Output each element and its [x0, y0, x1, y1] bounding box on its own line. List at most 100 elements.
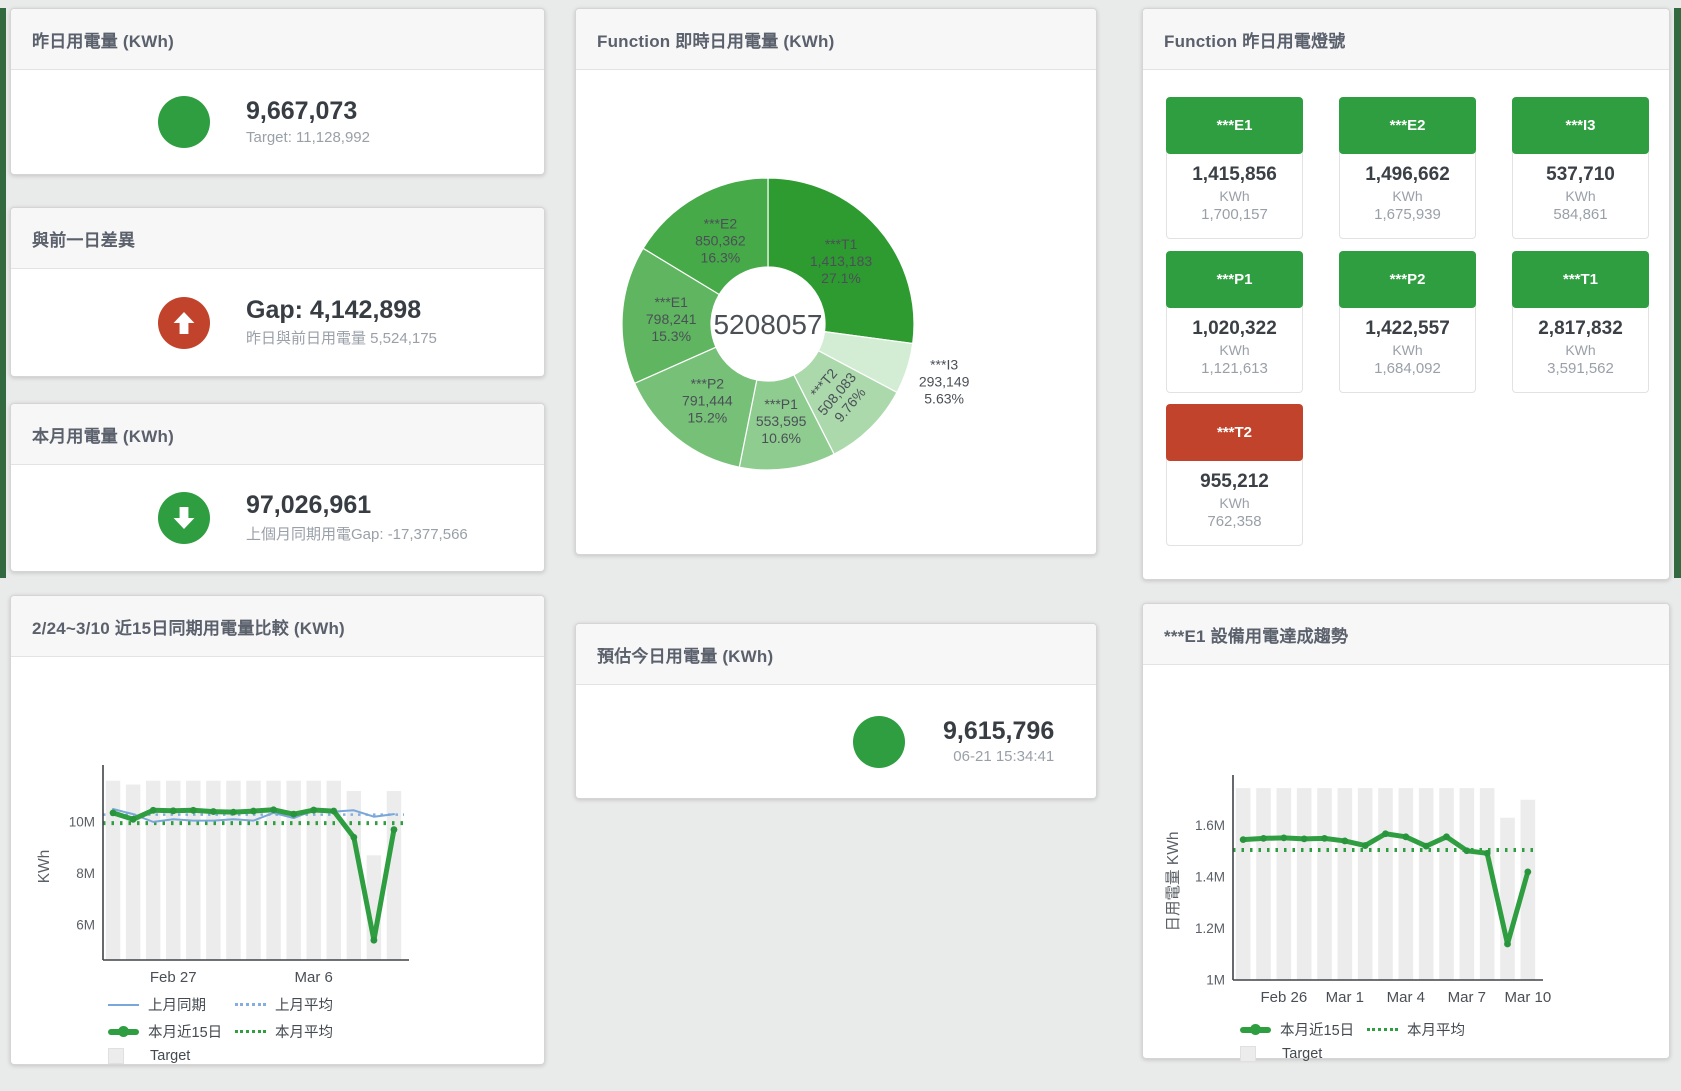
legend-item[interactable]: 本月平均 [1367, 1019, 1465, 1040]
light-target: 1,684,092 [1374, 359, 1441, 377]
status-circle-icon [158, 96, 210, 148]
series-marker [290, 810, 298, 818]
panel-title: ***E1 設備用電達成趨勢 [1143, 604, 1669, 665]
target-bar [1378, 788, 1393, 980]
series-marker [250, 807, 257, 815]
legend-swatch-line [108, 1003, 139, 1006]
series-marker [1239, 836, 1247, 844]
light-tile: ***P1 1,020,322 KWh 1,121,613 [1166, 250, 1303, 393]
target-bar [206, 780, 221, 960]
target-bar [326, 780, 341, 960]
light-tile-header: ***E2 [1339, 97, 1476, 154]
x-tick-label: Mar 7 [1448, 989, 1486, 1005]
series-marker [230, 808, 237, 816]
legend-label: 上月同期 [148, 998, 206, 1014]
target-bar [1337, 788, 1353, 980]
stat-value: Gap: 4,142,898 [246, 295, 422, 324]
light-tile: ***E1 1,415,856 KWh 1,700,157 [1166, 97, 1303, 239]
light-tile: ***I3 537,710 KWh 584,861 [1512, 97, 1649, 239]
trend-chart-legend: 本月近15日 本月平均 Target [1240, 1019, 1465, 1062]
light-tile: ***E2 1,496,662 KWh 1,675,939 [1339, 97, 1476, 239]
legend-swatch-dash [1367, 1028, 1398, 1031]
target-bar [1256, 788, 1271, 980]
target-bar [166, 780, 181, 960]
light-tile-body: 955,212 KWh 762,358 [1166, 458, 1303, 546]
legend-swatch-dash [235, 1003, 266, 1006]
y-tick-label: 1.4M [1195, 869, 1225, 884]
panel-title: Function 昨日用電燈號 [1143, 9, 1669, 70]
legend-item[interactable]: 本月近15日 [108, 1021, 235, 1042]
panel-yesterday-usage: 昨日用電量 (KWh) 9,667,073 Target: 11,128,992 [10, 8, 545, 175]
target-bar [1418, 788, 1434, 980]
legend-item[interactable]: Target [1240, 1046, 1367, 1062]
compare-chart[interactable]: 6M 8M 10M Feb 27 Mar 6 KWh [11, 657, 544, 992]
target-bar [286, 780, 301, 960]
light-tile-body: 537,710 KWh 584,861 [1512, 151, 1649, 239]
donut-segment-E1[interactable] [621, 247, 721, 385]
light-tile: ***T2 955,212 KWh 762,358 [1166, 404, 1303, 546]
donut-center-value: 5208057 [713, 309, 822, 340]
legend-label: Target [1282, 1046, 1323, 1062]
legend-swatch-bar [108, 1048, 124, 1064]
trend-chart[interactable]: 1M 1.2M 1.4M 1.6M Feb 26 Mar 1 Mar 4 Mar 7 Mar 1… [1143, 665, 1669, 1006]
series-marker [310, 806, 318, 814]
legend-label: Target [150, 1048, 191, 1064]
stat-value: 97,026,961 [246, 491, 372, 520]
x-tick-label: Mar 1 [1326, 989, 1364, 1005]
stat-value: 9,667,073 [246, 97, 358, 126]
series-marker [1443, 833, 1450, 841]
target-bar [1500, 817, 1515, 980]
x-tick-label: Mar 10 [1504, 989, 1551, 1005]
panel-month-usage: 本月用電量 (KWh) 97,026,961 上個月同期用電Gap: -17,3… [10, 403, 545, 572]
donut-label: ***E1 798,241 15.3% [646, 294, 697, 344]
light-target: 762,358 [1207, 513, 1262, 530]
series-marker [1524, 868, 1532, 876]
legend-item[interactable]: 上月平均 [235, 994, 333, 1015]
series-marker [390, 826, 398, 833]
light-unit: KWh [1219, 341, 1250, 358]
light-tile-header: ***P1 [1166, 250, 1303, 308]
light-value: 1,422,557 [1365, 317, 1450, 339]
panel-realtime-donut: Function 即時日用電量 (KWh) ***T1 1,413,183 27.1… [575, 8, 1097, 555]
down-arrow-icon [158, 492, 210, 544]
x-tick-label: Mar 6 [295, 969, 333, 986]
light-unit: KWh [1565, 341, 1596, 358]
target-bar [1439, 788, 1454, 980]
light-target: 1,121,613 [1201, 359, 1268, 377]
series-marker [1504, 940, 1511, 948]
target-bar [1459, 788, 1475, 980]
series-marker [270, 806, 277, 814]
light-unit: KWh [1219, 495, 1250, 511]
light-tile-body: 1,020,322 KWh 1,121,613 [1166, 304, 1303, 393]
light-value: 1,415,856 [1192, 164, 1277, 185]
up-arrow-icon [158, 296, 210, 349]
legend-item[interactable]: 上月同期 [108, 994, 235, 1015]
series-marker [189, 806, 197, 814]
status-circle-icon [853, 715, 905, 768]
donut-segment-E2[interactable] [642, 177, 769, 296]
target-bar [266, 780, 281, 960]
light-tile-header: ***P2 [1339, 250, 1476, 308]
light-tile-header: ***T1 [1512, 250, 1649, 308]
light-unit: KWh [1565, 188, 1596, 204]
donut-segment-P2[interactable] [633, 346, 758, 468]
series-marker [129, 815, 137, 823]
panel-estimate-today: 預估今日用電量 (KWh) 9,615,796 06-21 15:34:41 [575, 623, 1097, 799]
target-bar [145, 780, 161, 960]
stat-value: 9,615,796 [943, 716, 1055, 745]
legend-item[interactable]: 本月近15日 [1240, 1019, 1367, 1040]
light-target: 3,591,562 [1547, 359, 1614, 377]
donut-chart[interactable]: ***T1 1,413,183 27.1%***I3 293,149 5.63%***T… [576, 70, 1096, 554]
legend-item[interactable]: Target [108, 1048, 235, 1064]
legend-item[interactable]: 本月平均 [235, 1021, 333, 1042]
series-marker [1463, 847, 1471, 855]
legend-swatch-bar [1240, 1046, 1256, 1062]
panel-e1-trend: ***E1 設備用電達成趨勢 1M 1.2M 1.4M 1.6M Feb 26 Mar 1… [1142, 603, 1670, 1062]
donut-segment-T1[interactable] [767, 177, 915, 345]
panel-title: 昨日用電量 (KWh) [11, 9, 544, 70]
light-value: 1,020,322 [1192, 317, 1277, 339]
panel-gap-prev-day: 與前一日差異 Gap: 4,142,898 昨日與前日用電量 5,524,175 [10, 207, 545, 377]
target-bar [1296, 788, 1312, 980]
light-tile-header: ***E1 [1166, 97, 1303, 154]
donut-label: ***T1 1,413,183 27.1% [810, 236, 872, 286]
